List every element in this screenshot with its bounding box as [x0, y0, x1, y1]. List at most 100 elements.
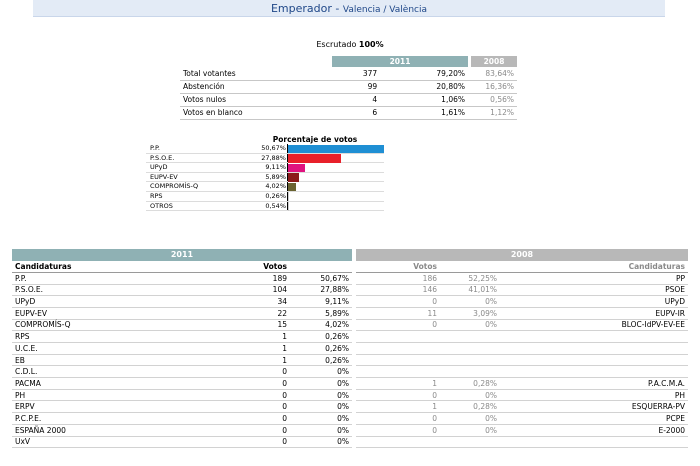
party-votes: 0 [212, 412, 290, 425]
party-votes: 1 [212, 330, 290, 343]
summary-pct: 79,20% [380, 67, 468, 81]
party-name: P.C.P.E. [12, 412, 212, 425]
chart-value-label: 50,67% [261, 144, 286, 152]
summary-gap-cell [468, 67, 471, 81]
party-pct: 0,26% [290, 354, 352, 367]
escrutado-status: Escrutado 100% [0, 40, 700, 49]
page-title-bar: Emperador - Valencia / València [33, 0, 665, 17]
table-row: COMPROMÍS-Q 15 4,02% 0 0% BLOC-IdPV-EV-EE [12, 319, 688, 332]
prev-party-name: ESQUERRA-PV [500, 400, 688, 414]
chart-axis-line [287, 201, 288, 211]
prev-votes: 1 [356, 377, 440, 390]
chart-value-label: 0,54% [265, 201, 286, 210]
prev-pct [440, 354, 500, 367]
chart-bar-row: UPyD 9,11% [146, 163, 384, 173]
prev-pct: 0% [440, 412, 500, 425]
chart-bars: P.P. 50,67% P.S.O.E. 27,88% UPyD 9,11% EUPV-EV… [146, 144, 385, 212]
chart-bar-row: COMPROMÍS-Q 4,02% [146, 182, 384, 192]
results-table: 2011 2008 Candidaturas Votos Votos Candi… [12, 249, 688, 449]
summary-row: Votos nulos 4 1,06% 0,56% [180, 93, 517, 107]
chart-axis-line [287, 191, 288, 201]
table-row: PH 0 0% 0 0% PH [12, 389, 688, 402]
summary-gap-cell [468, 106, 471, 120]
party-name: RPS [12, 330, 212, 343]
prev-votes [356, 365, 440, 379]
prev-pct: 0% [440, 424, 500, 437]
prev-party-name: EUPV-IR [500, 307, 688, 320]
summary-prev-pct: 83,64% [471, 67, 517, 81]
summary-year-previous: 2008 [471, 56, 517, 67]
prev-votes: 186 [356, 272, 440, 285]
chart-bar-row: P.S.O.E. 27,88% [146, 153, 384, 164]
summary-label: Abstención [180, 80, 332, 94]
summary-votes: 4 [332, 93, 381, 107]
col-pct-blank [290, 260, 352, 273]
summary-pct: 20,80% [380, 80, 468, 94]
chart-value-label: 5,89% [265, 172, 286, 181]
prev-party-name: PP [500, 272, 688, 285]
chart-bar [288, 173, 300, 182]
party-votes: 15 [212, 319, 290, 332]
prev-votes: 146 [356, 284, 440, 297]
party-name: ERPV [12, 400, 212, 414]
table-row: P.P. 189 50,67% 186 52,25% PP [12, 272, 688, 285]
summary-gap [468, 56, 471, 67]
prev-pct: 0% [440, 389, 500, 402]
page-title: Emperador [270, 2, 332, 15]
party-pct: 4,02% [290, 319, 352, 332]
party-votes: 104 [212, 284, 290, 297]
party-name: P.P. [12, 272, 212, 285]
chart-bar-row: RPS 0,26% [146, 191, 384, 202]
title-separator: - [331, 2, 343, 15]
prev-votes: 1 [356, 400, 440, 414]
results-year-current: 2011 [12, 249, 352, 261]
party-name: EB [12, 354, 212, 367]
col-candidaturas: Candidaturas [12, 260, 212, 273]
col-votos-prev: Votos [356, 260, 440, 273]
party-votes: 0 [212, 424, 290, 437]
chart-axis-line [287, 163, 288, 172]
prev-party-name: PH [500, 389, 688, 402]
table-row: U.C.E. 1 0,26% [12, 342, 688, 355]
summary-row: Abstención 99 20,80% 16,36% [180, 80, 517, 94]
party-pct: 27,88% [290, 284, 352, 297]
prev-party-name: PCPE [500, 412, 688, 425]
chart-bar-row: P.P. 50,67% [146, 144, 385, 154]
prev-party-name: E-2000 [500, 424, 688, 437]
prev-party-name: PSOE [500, 284, 688, 297]
prev-pct [440, 436, 500, 449]
party-name: UxV [12, 436, 212, 449]
party-pct: 9,11% [290, 295, 352, 308]
party-pct: 0% [290, 424, 352, 437]
party-votes: 1 [212, 342, 290, 355]
summary-pct: 1,06% [380, 93, 468, 107]
chart-bar [288, 182, 296, 192]
prev-pct: 3,09% [440, 307, 500, 320]
chart-axis-line [287, 172, 288, 182]
prev-party-name [500, 365, 688, 379]
summary-prev-pct: 16,36% [471, 80, 517, 94]
table-row: EB 1 0,26% [12, 354, 688, 367]
summary-votes: 99 [332, 80, 381, 94]
chart-bar [288, 154, 341, 163]
prev-votes: 0 [356, 389, 440, 402]
chart-value-label: 27,88% [261, 153, 286, 162]
escrutado-label: Escrutado [316, 40, 357, 49]
party-pct: 50,67% [290, 272, 352, 285]
party-pct: 0% [290, 365, 352, 379]
prev-votes: 11 [356, 307, 440, 320]
results-year-previous: 2008 [356, 249, 688, 261]
chart-category-label: OTROS [150, 201, 173, 210]
summary-blank-header [180, 56, 332, 67]
party-votes: 34 [212, 295, 290, 308]
prev-votes [356, 436, 440, 449]
party-name: PACMA [12, 377, 212, 390]
party-name: UPyD [12, 295, 212, 308]
page-subtitle: Valencia / València [342, 5, 427, 15]
party-pct: 0,26% [290, 330, 352, 343]
summary-label: Votos nulos [180, 93, 332, 107]
prev-votes: 0 [356, 412, 440, 425]
summary-prev-pct: 1,12% [471, 106, 517, 120]
table-row: P.S.O.E. 104 27,88% 146 41,01% PSOE [12, 284, 688, 297]
table-row: P.C.P.E. 0 0% 0 0% PCPE [12, 412, 688, 425]
